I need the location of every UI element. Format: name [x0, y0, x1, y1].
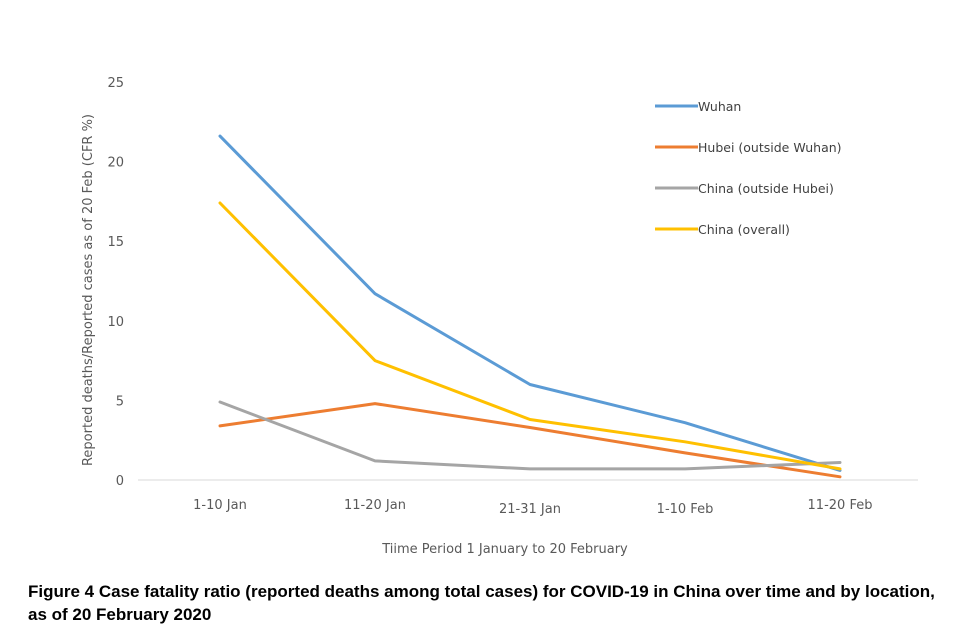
legend-item: China (outside Hubei) [655, 181, 834, 196]
legend-label: Hubei (outside Wuhan) [698, 140, 842, 155]
series-lines [218, 134, 842, 479]
legend-item: Wuhan [655, 99, 741, 114]
series-line-hubei-outside-wuhan [218, 402, 842, 479]
legend-label: China (overall) [698, 222, 790, 237]
figure-caption: Figure 4 Case fatality ratio (reported d… [28, 582, 935, 624]
x-tick-label: 11-20 Feb [808, 498, 873, 513]
y-axis-title: Reported deaths/Reported cases as of 20 … [81, 114, 96, 466]
y-tick-label: 0 [116, 474, 124, 489]
y-tick-label: 15 [107, 235, 124, 250]
x-axis-title: Tiime Period 1 January to 20 February [381, 542, 628, 557]
legend: Wuhan Hubei (outside Wuhan) China (outside… [655, 99, 842, 237]
series-line-wuhan [218, 134, 842, 472]
legend-item: China (overall) [655, 222, 790, 237]
series-line-china-outside-hubei [218, 400, 842, 471]
legend-label: China (outside Hubei) [698, 181, 834, 196]
legend-label: Wuhan [698, 99, 741, 114]
x-tick-label: 1-10 Feb [657, 502, 714, 517]
x-axis-ticks: 1-10 Jan 11-20 Jan 21-31 Jan 1-10 Feb 11-20 … [193, 498, 872, 517]
y-tick-label: 20 [107, 156, 124, 171]
x-tick-label: 1-10 Jan [193, 498, 247, 513]
series-line-china-overall [218, 201, 842, 471]
y-tick-label: 10 [107, 315, 124, 330]
x-tick-label: 11-20 Jan [344, 498, 406, 513]
y-tick-label: 25 [107, 76, 124, 91]
x-tick-label: 21-31 Jan [499, 502, 561, 517]
y-tick-label: 5 [116, 394, 124, 409]
legend-item: Hubei (outside Wuhan) [655, 140, 842, 155]
y-axis-ticks: 0 5 10 15 20 25 [107, 76, 124, 489]
